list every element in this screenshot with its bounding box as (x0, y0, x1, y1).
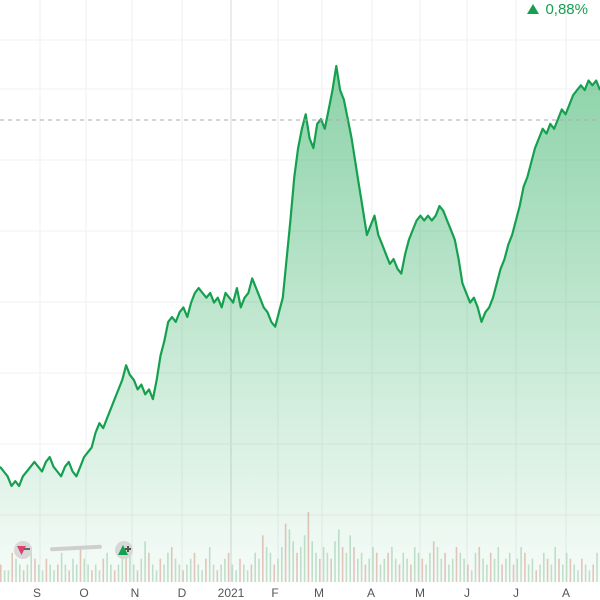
arrow-up-icon (527, 4, 540, 14)
x-tick-label: A (562, 586, 570, 600)
x-tick-label: O (79, 586, 88, 600)
zoom-in-icon (118, 545, 131, 555)
zoom-in-button[interactable] (115, 541, 133, 559)
price-line (0, 64, 600, 488)
x-tick-label: A (367, 586, 375, 600)
x-tick-label: F (271, 586, 278, 600)
change-badge: 0,88% (527, 0, 588, 18)
change-percent: 0,88% (545, 0, 588, 18)
x-tick-label: J (513, 586, 519, 600)
zoom-out-icon (17, 546, 30, 555)
x-tick-label: D (178, 586, 187, 600)
x-tick-label: J (464, 586, 470, 600)
price-area (0, 66, 600, 582)
zoom-out-button[interactable] (14, 541, 32, 559)
x-tick-label: S (33, 586, 41, 600)
x-tick-label: 2021 (218, 586, 245, 600)
x-tick-label: M (314, 586, 324, 600)
x-tick-label: M (415, 586, 425, 600)
x-axis-ticks: S O N D 2021 F M A M J J A (33, 586, 570, 600)
x-tick-label: N (131, 586, 140, 600)
